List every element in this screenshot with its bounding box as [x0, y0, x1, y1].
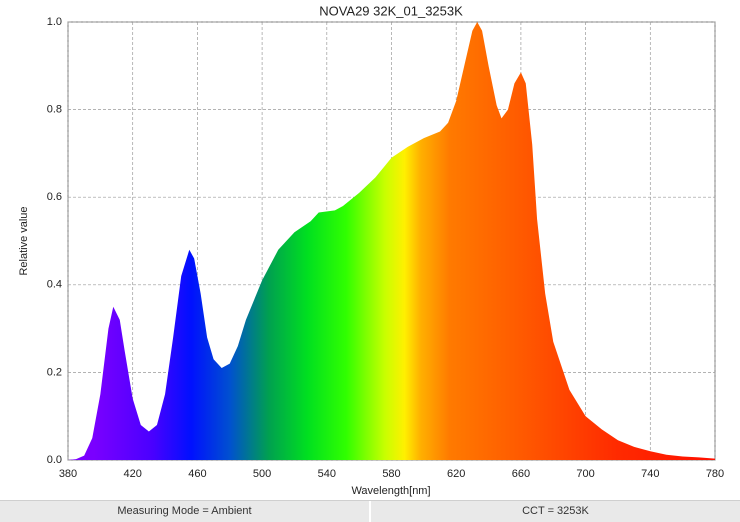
x-tick-label: 500 — [253, 468, 271, 480]
x-tick-label: 700 — [576, 468, 594, 480]
y-tick-label: 0.2 — [47, 366, 62, 378]
chart-title: NOVA29 32K_01_3253K — [319, 3, 463, 18]
x-tick-label: 580 — [382, 468, 400, 480]
x-tick-label: 620 — [447, 468, 465, 480]
measuring-mode: Measuring Mode = Ambient — [117, 505, 252, 517]
cct: CCT = 3253K — [369, 501, 740, 522]
x-axis-label: Wavelength[nm] — [351, 485, 430, 497]
spectrum-area — [68, 22, 715, 460]
x-tick-label: 740 — [641, 468, 659, 480]
y-axis-label: Relative value — [18, 206, 30, 275]
status-bar: Measuring Mode = Ambient CCT = 3253K — [0, 500, 740, 522]
y-tick-label: 0.4 — [47, 279, 62, 291]
y-tick-label: 0.6 — [47, 191, 62, 203]
y-tick-label: 0.0 — [47, 454, 62, 466]
chart: NOVA29 32K_01_3253K Wavelength[nm] Relat… — [18, 3, 724, 497]
x-tick-label: 540 — [318, 468, 336, 480]
x-tick-label: 420 — [124, 468, 142, 480]
x-tick-label: 660 — [512, 468, 530, 480]
x-tick-label: 380 — [59, 468, 77, 480]
x-tick-label: 780 — [706, 468, 724, 480]
x-tick-label: 460 — [188, 468, 206, 480]
y-tick-label: 1.0 — [47, 16, 62, 28]
y-tick-label: 0.8 — [47, 104, 62, 116]
